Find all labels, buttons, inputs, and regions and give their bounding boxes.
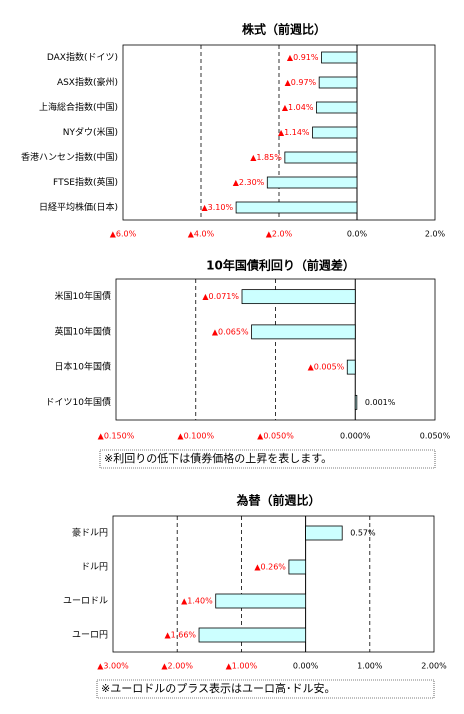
value-label: ▲0.005% (308, 363, 345, 372)
category-label: NYダウ(米国) (63, 126, 118, 138)
bar (312, 126, 358, 139)
x-tick-label: ▲1.00% (226, 662, 258, 671)
note: ※ユーロドルのプラス表示はユーロ高･ドル安。 (101, 681, 336, 695)
x-tick-label: ▲0.050% (257, 432, 294, 441)
value-label: ▲1.40% (181, 597, 213, 606)
x-tick-label: 0.050% (420, 432, 451, 441)
bar (251, 324, 356, 340)
category-label: DAX指数(ドイツ) (47, 51, 118, 63)
value-label: ▲1.14% (278, 128, 310, 137)
x-tick-label: ▲3.00% (97, 662, 129, 671)
value-label: ▲0.91% (287, 53, 319, 62)
plot-frame (112, 515, 435, 653)
category-label: ドイツ10年国債 (46, 396, 111, 408)
x-tick-label: ▲2.00% (161, 662, 193, 671)
note: ※利回りの低下は債券価格の上昇を表します。 (104, 451, 332, 465)
category-label: 香港ハンセン指数(中国) (21, 151, 118, 163)
x-tick-label: ▲0.150% (98, 432, 135, 441)
value-label: ▲1.85% (250, 153, 282, 162)
x-tick-label: 2.0% (425, 230, 446, 239)
value-label: ▲0.071% (202, 292, 239, 301)
bar (346, 359, 356, 375)
category-label: 米国10年国債 (55, 290, 111, 302)
x-tick-label: 0.00% (293, 662, 319, 671)
bar (198, 627, 306, 643)
category-label: ドル円 (81, 562, 108, 573)
bar (284, 151, 358, 164)
value-label: ▲0.065% (212, 327, 249, 336)
category-label: 日本10年国債 (55, 361, 111, 373)
x-tick-label: 1.00% (357, 662, 383, 671)
category-label: ASX指数(豪州) (57, 76, 118, 88)
x-tick-label: ▲2.0% (266, 230, 293, 239)
bar (318, 76, 358, 89)
x-tick-label: ▲0.100% (177, 432, 214, 441)
category-label: ユーロドル (63, 597, 108, 607)
value-label: ▲1.66% (164, 631, 196, 640)
bar (316, 101, 358, 114)
chart-title: 10年国債利回り（前週差） (206, 258, 355, 273)
x-tick-label: ▲4.0% (188, 230, 215, 239)
chart-title: 株式（前週比） (242, 22, 326, 37)
category-label: ユーロ円 (72, 630, 108, 641)
bar (266, 176, 358, 189)
bar (288, 559, 306, 575)
value-label: ▲0.26% (254, 563, 286, 572)
x-tick-label: 2.00% (421, 662, 447, 671)
bar (354, 394, 358, 410)
value-label: ▲0.97% (285, 78, 317, 87)
note-box (96, 679, 435, 699)
bar (241, 289, 356, 305)
value-label: ▲1.04% (282, 103, 314, 112)
x-tick-label: 0.0% (347, 230, 368, 239)
x-tick-label: 0.000% (340, 432, 371, 441)
value-label: ▲2.30% (233, 178, 265, 187)
bar (215, 593, 306, 609)
bar (321, 51, 358, 64)
note-box (99, 449, 436, 469)
category-label: FTSE指数(英国) (53, 176, 118, 188)
value-label: 0.001% (365, 398, 396, 407)
bar (305, 525, 343, 541)
chart-title: 為替（前週比） (236, 493, 320, 508)
bar (235, 201, 358, 214)
category-label: 豪ドル円 (72, 527, 108, 539)
category-label: 英国10年国債 (55, 325, 111, 337)
x-tick-label: ▲6.0% (110, 230, 137, 239)
value-label: ▲3.10% (202, 203, 234, 212)
category-label: 上海総合指数(中国) (39, 101, 118, 113)
category-label: 日経平均株価(日本) (39, 201, 118, 213)
value-label: 0.57% (350, 529, 376, 538)
